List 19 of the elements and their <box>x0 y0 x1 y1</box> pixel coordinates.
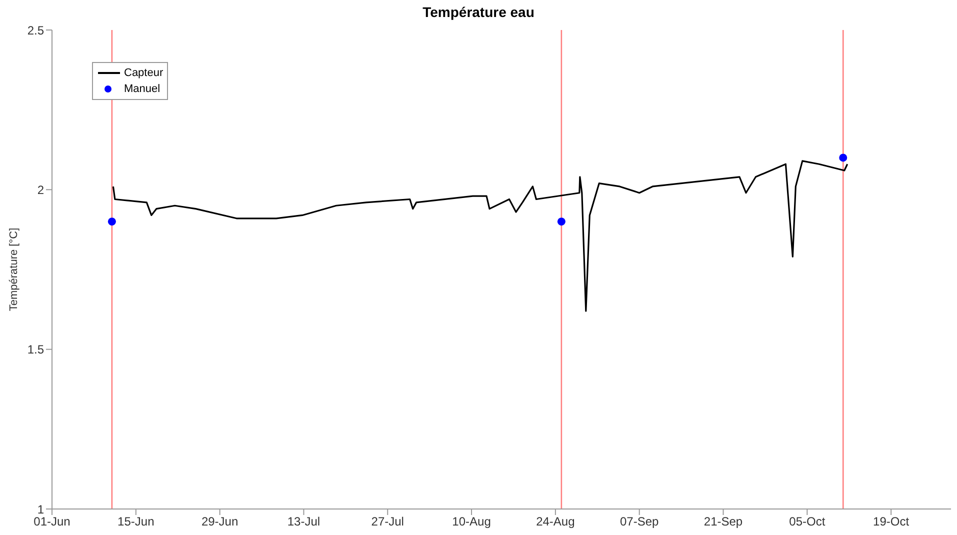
x-tick-label: 29-Jun <box>201 514 238 529</box>
y-axis-title: Température [°C] <box>8 228 20 312</box>
chart-title: Température eau <box>422 4 536 20</box>
x-tick-label: 15-Jun <box>118 514 154 529</box>
y-tick-label: 1 <box>37 502 44 516</box>
y-tick-label: 1.5 <box>27 342 44 357</box>
x-tick-label: 13-Jul <box>287 514 320 529</box>
x-tick-label: 05-Oct <box>789 514 826 529</box>
legend-label: Manuel <box>124 82 160 97</box>
legend-label: Capteur <box>124 66 164 81</box>
x-tick-label: 10-Aug <box>452 514 491 529</box>
y-tick-label: 2 <box>37 182 44 197</box>
x-tick-label: 27-Jul <box>371 514 404 529</box>
x-tick-label: 21-Sep <box>704 514 743 529</box>
x-tick-label: 01-Jun <box>34 514 70 529</box>
x-tick-label: 07-Sep <box>620 514 660 529</box>
x-tick-label: 24-Aug <box>536 514 575 529</box>
y-tick-label: 2.5 <box>27 23 44 38</box>
x-tick-label: 19-Oct <box>873 514 910 529</box>
